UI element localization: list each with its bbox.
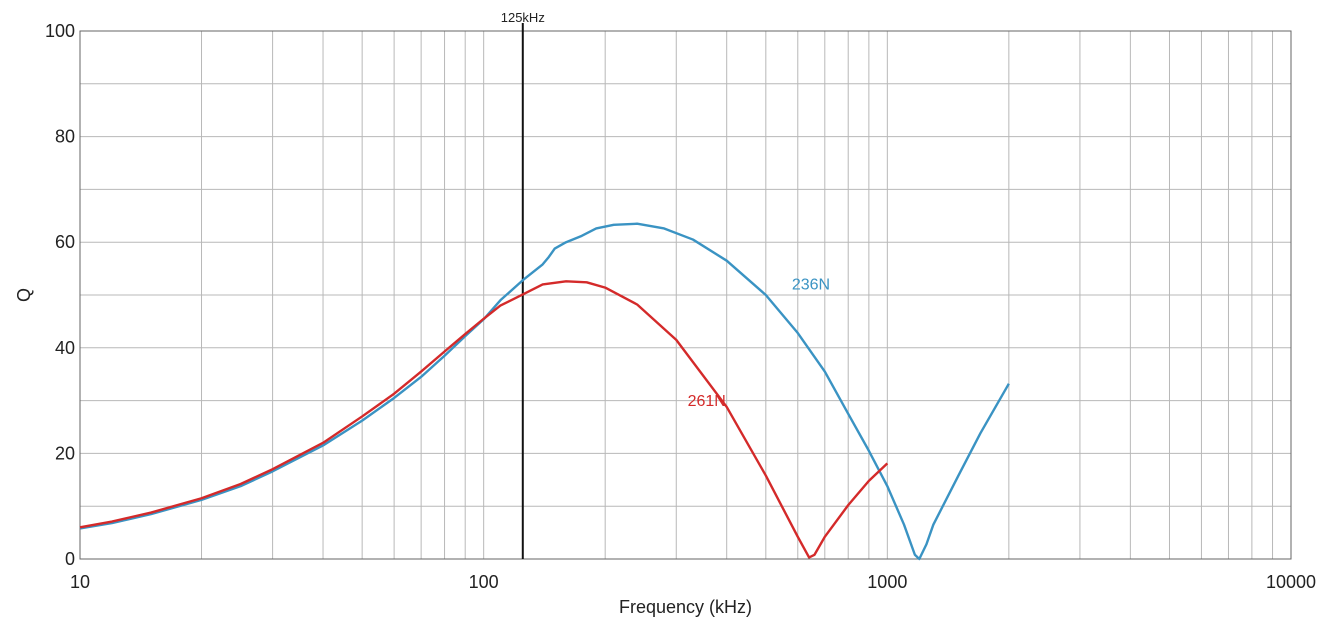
y-tick-label: 100 (45, 21, 75, 41)
series-labels: 236N 261N (688, 277, 831, 410)
marker-line-group: 125kHz (501, 10, 545, 559)
y-tick-label: 0 (65, 549, 75, 569)
y-tick-label: 60 (55, 232, 75, 252)
marker-label-125khz: 125kHz (501, 10, 545, 25)
x-tick-labels: 10 100 1000 10000 (70, 572, 1316, 592)
series-group (79, 222, 1010, 561)
y-axis-label: Q (14, 288, 34, 302)
x-tick-label: 100 (469, 572, 499, 592)
series-label-261n: 261N (688, 393, 726, 410)
x-tick-label: 10 (70, 572, 90, 592)
y-tick-label: 40 (55, 338, 75, 358)
y-tick-labels: 0 20 40 60 80 100 (45, 21, 75, 569)
x-axis-label: Frequency (kHz) (619, 597, 752, 617)
plot-frame (79, 30, 1292, 560)
series-label-236n: 236N (792, 277, 830, 294)
y-tick-label: 20 (55, 443, 75, 463)
x-tick-label: 10000 (1266, 572, 1316, 592)
series-line-236n (79, 222, 1010, 561)
series-line-261n (79, 280, 889, 559)
x-tick-label: 1000 (867, 572, 907, 592)
y-tick-label: 80 (55, 127, 75, 147)
grid (80, 31, 1291, 559)
